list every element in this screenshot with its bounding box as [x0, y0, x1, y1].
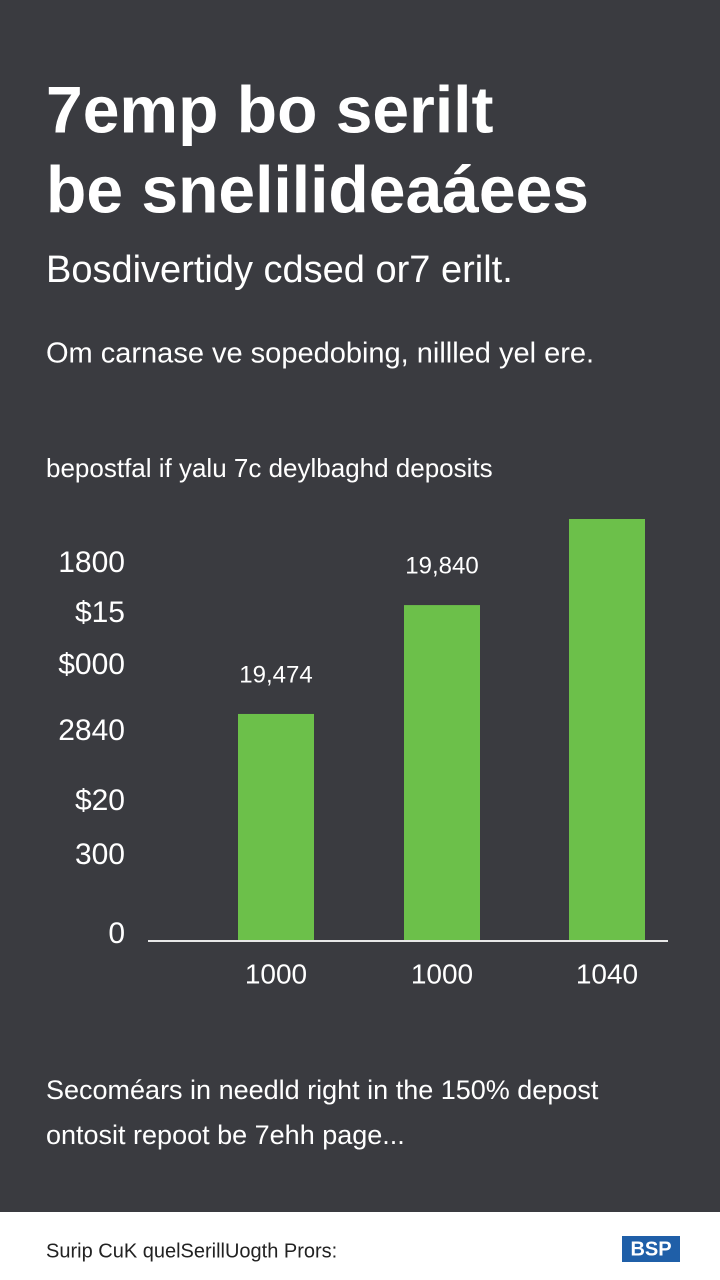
- y-tick-label: 1800: [58, 546, 125, 579]
- y-tick-label: $000: [58, 648, 125, 681]
- bar: [238, 713, 314, 941]
- y-tick-label: 2840: [58, 714, 125, 747]
- y-tick-label: $15: [75, 596, 125, 629]
- x-tick-label: 1000: [411, 958, 473, 989]
- bar: [404, 605, 480, 941]
- footer-line: ontosit repoot be 7ehh page...: [46, 1120, 405, 1150]
- y-tick-label: 300: [75, 838, 125, 871]
- footer-line: Secoméars in needld right in the 150% de…: [46, 1075, 599, 1105]
- x-tick-label: 1000: [245, 958, 307, 989]
- bar: [569, 519, 645, 941]
- bar-annotation: 19,840: [405, 552, 478, 579]
- logo: BSP: [630, 1238, 671, 1260]
- intro: Om carnase ve sopedobing, nillled yel er…: [46, 338, 594, 370]
- bottom-bar-text: Surip CuK quelSerillUogth Prors:: [46, 1240, 337, 1262]
- subtitle: Bosdivertidy cdsed or7 erilt.: [46, 249, 513, 291]
- bottom-bar: [0, 1212, 720, 1280]
- y-tick-label: 0: [108, 917, 125, 950]
- chart-title: bepostfal if yalu 7c deylbaghd deposits: [46, 453, 493, 483]
- logo-box: [622, 1236, 680, 1262]
- bar-annotation: 19,474: [239, 661, 312, 688]
- title-line: 7emp bo serilt: [46, 72, 493, 146]
- x-tick-label: 1040: [576, 958, 638, 989]
- y-tick-label: $20: [75, 784, 125, 817]
- title-line: be snelilideaáees: [46, 152, 589, 226]
